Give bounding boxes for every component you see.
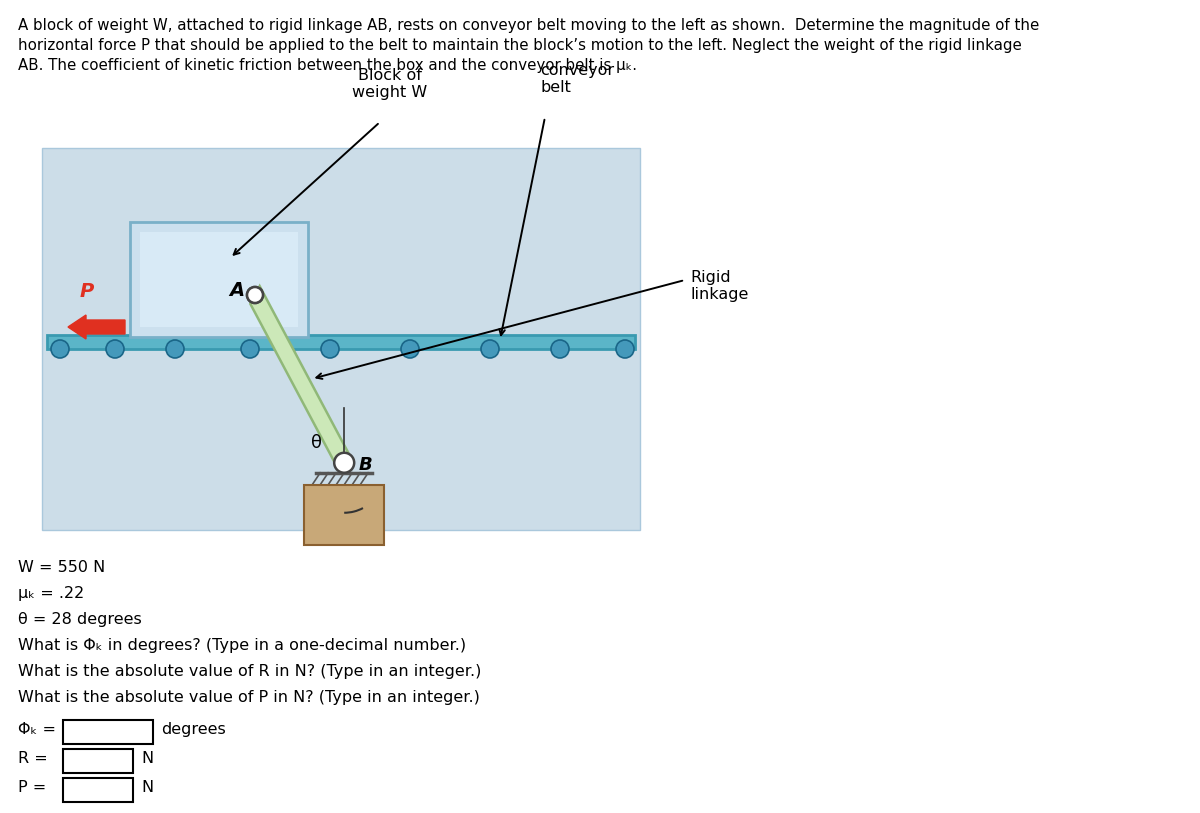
Text: B: B	[358, 456, 372, 474]
Circle shape	[50, 340, 70, 358]
Text: P =: P =	[18, 780, 47, 795]
Text: N: N	[142, 780, 154, 795]
Text: θ: θ	[311, 434, 322, 452]
Text: degrees: degrees	[161, 722, 226, 737]
Text: horizontal force P that should be applied to the belt to maintain the block’s mo: horizontal force P that should be applie…	[18, 38, 1021, 53]
Text: N: N	[142, 751, 154, 766]
FancyArrow shape	[68, 315, 125, 339]
Circle shape	[241, 340, 259, 358]
Circle shape	[334, 453, 354, 473]
Circle shape	[106, 340, 124, 358]
Bar	[42, 148, 640, 530]
Text: What is the absolute value of R in N? (Type in an integer.): What is the absolute value of R in N? (T…	[18, 664, 481, 679]
Text: Rigid
linkage: Rigid linkage	[690, 270, 749, 302]
Text: AB. The coefficient of kinetic friction between the box and the conveyor belt is: AB. The coefficient of kinetic friction …	[18, 58, 637, 73]
Text: μₖ = .22: μₖ = .22	[18, 586, 84, 601]
Bar	[64, 778, 133, 802]
Circle shape	[551, 340, 569, 358]
Bar	[304, 485, 384, 545]
Circle shape	[247, 287, 263, 303]
Text: R =: R =	[18, 751, 48, 766]
Bar	[64, 749, 133, 773]
Bar	[130, 222, 308, 337]
Text: W = 550 N: W = 550 N	[18, 560, 106, 575]
Text: Block of
weight W: Block of weight W	[353, 67, 427, 100]
Bar	[47, 335, 635, 349]
Polygon shape	[251, 286, 349, 472]
Text: P: P	[80, 282, 94, 301]
Circle shape	[166, 340, 184, 358]
Circle shape	[401, 340, 419, 358]
Text: What is the absolute value of P in N? (Type in an integer.): What is the absolute value of P in N? (T…	[18, 690, 480, 705]
Bar	[64, 720, 154, 744]
Text: Φₖ =: Φₖ =	[18, 722, 56, 737]
Circle shape	[247, 287, 263, 303]
Circle shape	[481, 340, 499, 358]
Text: A: A	[229, 280, 245, 299]
Text: conveyor
belt: conveyor belt	[540, 63, 614, 95]
Text: θ = 28 degrees: θ = 28 degrees	[18, 612, 142, 627]
Circle shape	[616, 340, 634, 358]
Text: What is Φₖ in degrees? (Type in a one-decimal number.): What is Φₖ in degrees? (Type in a one-de…	[18, 638, 466, 653]
Text: A block of weight W, attached to rigid linkage AB, rests on conveyor belt moving: A block of weight W, attached to rigid l…	[18, 18, 1039, 33]
Bar	[140, 232, 298, 327]
Circle shape	[322, 340, 340, 358]
